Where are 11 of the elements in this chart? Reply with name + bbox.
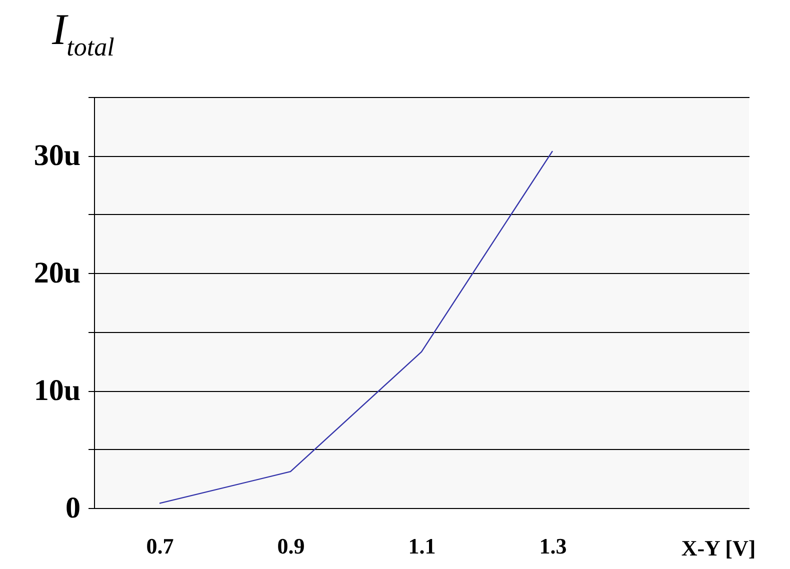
x-tick-label: 0.7 (146, 534, 174, 558)
line-series (158, 150, 554, 504)
x-tick-label: 1.3 (539, 534, 567, 558)
x-tick-label: 0.9 (277, 534, 305, 558)
y-tick-label: 20u (34, 256, 80, 290)
x-axis-title: X-Y [V] (681, 536, 756, 560)
x-tick-label: 1.1 (408, 534, 436, 558)
y-tick-label: 10u (34, 374, 80, 408)
y-tick-label: 30u (34, 139, 80, 172)
y-tick-label: 0 (66, 492, 80, 524)
y-axis-title: I$_{total}$ (52, 5, 114, 62)
